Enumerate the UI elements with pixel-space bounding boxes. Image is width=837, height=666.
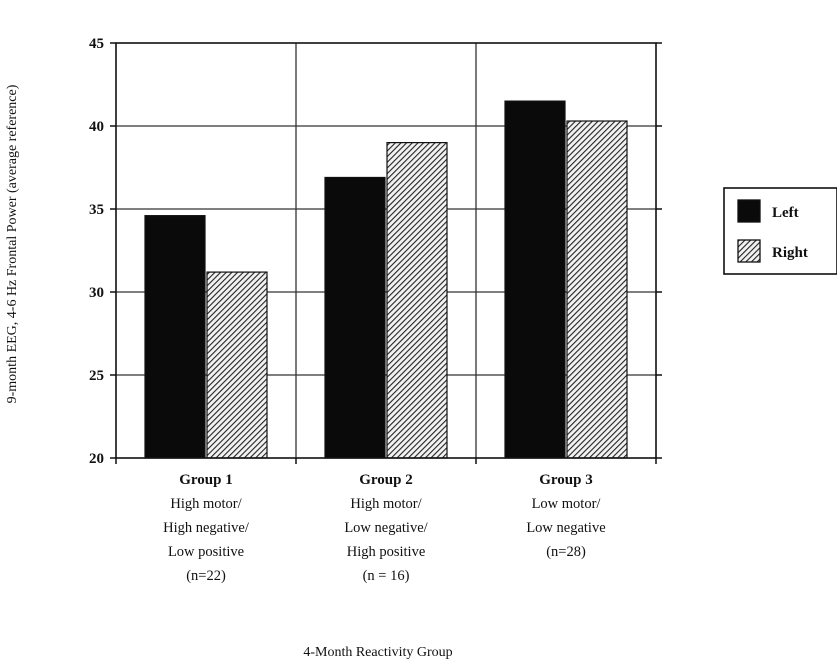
x-axis-title: 4-Month Reactivity Group bbox=[303, 645, 452, 660]
bars bbox=[144, 100, 628, 459]
x-category-sublabel: (n=28) bbox=[546, 544, 586, 560]
legend-swatch-left bbox=[737, 199, 761, 223]
x-category-label: Group 2 bbox=[359, 472, 413, 488]
y-tick-label: 25 bbox=[89, 368, 104, 384]
x-axis-category-labels: Group 1 High motor/High negative/Low posi… bbox=[163, 472, 606, 584]
legend: Left Right bbox=[723, 187, 837, 275]
x-category-sublabel: Low motor/ bbox=[532, 496, 602, 512]
y-tick-label: 35 bbox=[89, 202, 104, 218]
x-category-sublabel: (n = 16) bbox=[363, 568, 410, 584]
y-tick-label: 45 bbox=[89, 36, 104, 52]
x-category-sublabel: Low positive bbox=[168, 544, 244, 560]
plot-frame bbox=[115, 42, 657, 459]
y-tick-label: 20 bbox=[89, 451, 104, 467]
bar-right-2 bbox=[386, 142, 448, 459]
legend-swatch-right bbox=[737, 239, 761, 263]
x-category-sublabel: High negative/ bbox=[163, 520, 250, 536]
bar-left-1 bbox=[144, 215, 206, 459]
bar-left-2 bbox=[324, 176, 386, 459]
x-category-sublabel: (n=22) bbox=[186, 568, 226, 584]
y-tick-label: 30 bbox=[89, 285, 104, 301]
x-category-sublabel: High motor/ bbox=[350, 496, 422, 512]
legend-label-left: Left bbox=[772, 205, 799, 221]
x-category-label: Group 1 bbox=[179, 472, 233, 488]
y-axis-ticks: 20 25 30 35 40 45 bbox=[89, 36, 662, 467]
grid-lines bbox=[116, 43, 656, 458]
bar-right-3 bbox=[566, 120, 628, 459]
y-tick-label: 40 bbox=[89, 119, 104, 135]
x-category-sublabel: Low negative bbox=[526, 520, 605, 536]
x-category-label: Group 3 bbox=[539, 472, 593, 488]
bar-left-3 bbox=[504, 100, 566, 459]
x-category-sublabel: Low negative/ bbox=[344, 520, 428, 536]
x-category-sublabel: High positive bbox=[347, 544, 426, 560]
y-axis-title: 9-month EEG, 4-6 Hz Frontal Power (avera… bbox=[5, 84, 20, 403]
bar-right-1 bbox=[206, 271, 268, 459]
legend-label-right: Right bbox=[772, 245, 808, 261]
x-category-sublabel: High motor/ bbox=[170, 496, 242, 512]
